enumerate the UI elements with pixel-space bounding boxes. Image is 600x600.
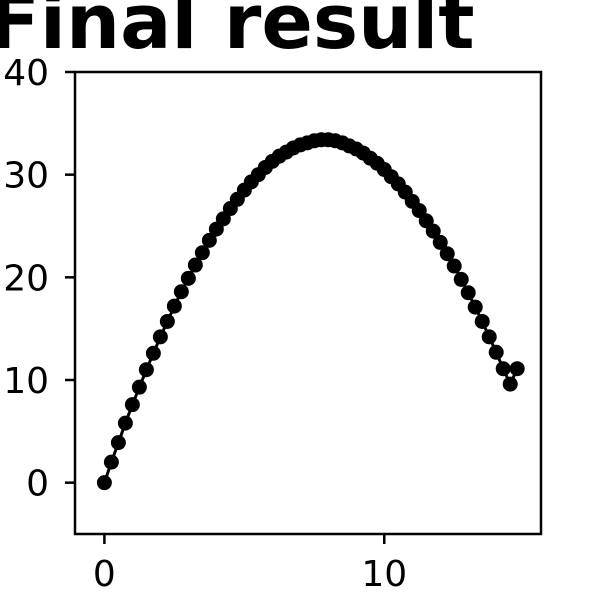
data-point — [145, 345, 161, 361]
y-tick-label: 20 — [3, 258, 49, 299]
data-point — [502, 376, 518, 392]
x-tick-label: 0 — [93, 554, 116, 595]
data-point — [117, 415, 133, 431]
y-tick-label: 10 — [3, 361, 49, 402]
data-point — [131, 379, 147, 395]
y-tick-label: 0 — [26, 464, 49, 505]
y-axis: 0 10 20 30 40 — [3, 53, 75, 505]
data-point — [103, 454, 119, 470]
series-points — [96, 132, 525, 491]
data-point — [453, 271, 469, 287]
chart-title: Final result — [0, 0, 475, 66]
y-tick-label: 40 — [3, 53, 49, 94]
y-tick-label: 30 — [3, 156, 49, 197]
data-point — [439, 246, 455, 262]
data-point — [138, 362, 154, 378]
data-point — [495, 361, 511, 377]
data-point — [159, 313, 175, 329]
data-point — [432, 234, 448, 250]
data-point — [152, 329, 168, 345]
data-point — [194, 245, 210, 261]
data-point — [467, 299, 483, 315]
series-line — [102, 138, 519, 484]
data-point — [173, 284, 189, 300]
data-point — [110, 435, 126, 451]
data-point — [481, 329, 497, 345]
data-point — [474, 313, 490, 329]
data-point — [124, 397, 140, 413]
data-point — [488, 344, 504, 360]
data-point — [166, 298, 182, 314]
data-point — [509, 361, 525, 377]
data-point — [180, 270, 196, 286]
data-point — [460, 285, 476, 301]
x-tick-label: 10 — [361, 554, 407, 595]
x-axis: 0 10 — [93, 534, 407, 595]
data-point — [425, 223, 441, 239]
data-point — [201, 232, 217, 248]
plot-area — [96, 132, 525, 491]
data-point — [187, 257, 203, 273]
data-point — [446, 258, 462, 274]
data-point — [96, 475, 112, 491]
plot-frame — [73, 70, 543, 536]
